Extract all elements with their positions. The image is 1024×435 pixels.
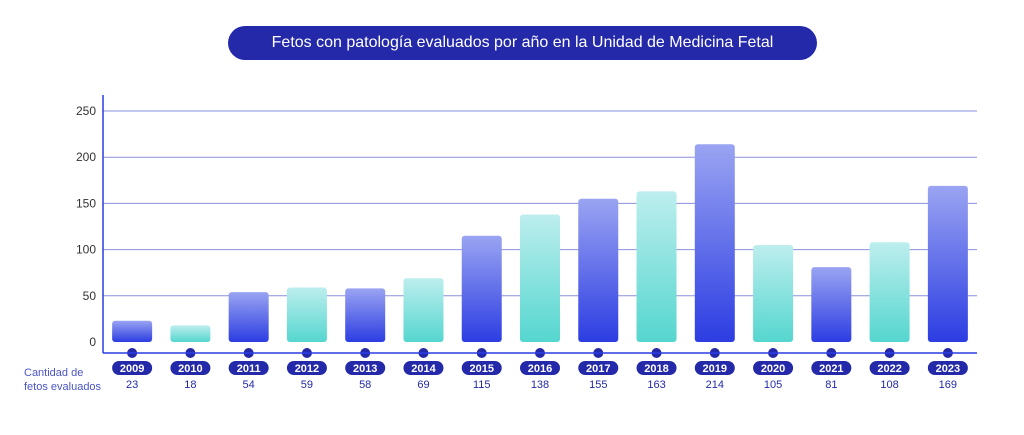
data-label: 23: [126, 379, 138, 391]
x-tick-label: 2014: [411, 363, 436, 375]
y-tick-label: 0: [89, 335, 96, 349]
row-label-line2: fetos evaluados: [24, 381, 102, 393]
data-label: 115: [473, 379, 491, 391]
x-tick-label: 2018: [644, 363, 668, 375]
x-tick-label: 2023: [936, 363, 960, 375]
bar-2013: [345, 288, 386, 342]
data-label: 155: [589, 379, 607, 391]
x-tick-label: 2009: [120, 363, 144, 375]
bar-2012: [286, 287, 327, 342]
bar-2023: [927, 185, 968, 342]
bar-2015: [461, 235, 502, 342]
bar-2020: [753, 244, 794, 342]
y-tick-label: 150: [76, 196, 96, 210]
year-pill: [345, 361, 386, 375]
bar-2010: [170, 325, 211, 342]
bar-2014: [403, 278, 444, 342]
data-label: 18: [184, 379, 196, 391]
year-pill: [578, 361, 619, 375]
year-pill: [461, 361, 502, 375]
year-pill: [927, 361, 968, 375]
year-pill: [286, 361, 327, 375]
bar-2019: [694, 144, 735, 342]
chart-title: Fetos con patología evaluados por año en…: [228, 26, 817, 60]
data-label: 169: [939, 379, 957, 391]
data-label: 138: [531, 379, 549, 391]
bar-2011: [228, 292, 269, 342]
data-label: 81: [825, 379, 837, 391]
x-tick-label: 2019: [703, 363, 727, 375]
x-tick-label: 2013: [353, 363, 377, 375]
x-tick-label: 2011: [237, 363, 261, 375]
row-label: Cantidad de fetos evaluados: [24, 366, 101, 394]
year-pill: [753, 361, 794, 375]
y-tick-label: 50: [83, 289, 97, 303]
year-pill: [811, 361, 852, 375]
x-tick-label: 2017: [586, 363, 610, 375]
data-label: 105: [764, 379, 782, 391]
year-pill: [403, 361, 444, 375]
year-pill: [228, 361, 269, 375]
data-label: 108: [880, 379, 898, 391]
bar-2016: [520, 214, 560, 342]
row-label-line1: Cantidad de: [24, 367, 84, 379]
year-pill: [694, 361, 735, 375]
year-pill: [869, 361, 910, 375]
bar-2022: [869, 242, 910, 342]
y-tick-label: 100: [76, 243, 96, 257]
bar-2018: [636, 191, 677, 342]
data-label: 69: [417, 379, 429, 391]
data-label: 214: [706, 379, 724, 391]
year-pill: [520, 361, 560, 375]
data-label: 58: [359, 379, 371, 391]
x-tick-label: 2016: [528, 363, 552, 375]
year-pill: [112, 361, 153, 375]
year-pill: [636, 361, 677, 375]
x-tick-label: 2022: [877, 363, 901, 375]
bar-2017: [578, 198, 619, 342]
bar-2009: [112, 320, 153, 342]
bar-2021: [811, 267, 852, 342]
y-tick-label: 200: [76, 150, 96, 164]
data-label: 163: [647, 379, 665, 391]
data-label: 54: [243, 379, 255, 391]
x-tick-label: 2020: [761, 363, 785, 375]
x-tick-label: 2012: [295, 363, 319, 375]
y-tick-label: 250: [76, 104, 96, 118]
x-tick-label: 2010: [178, 363, 202, 375]
x-tick-label: 2021: [819, 363, 843, 375]
data-label: 59: [301, 379, 313, 391]
year-pill: [170, 361, 211, 375]
x-tick-label: 2015: [469, 363, 493, 375]
